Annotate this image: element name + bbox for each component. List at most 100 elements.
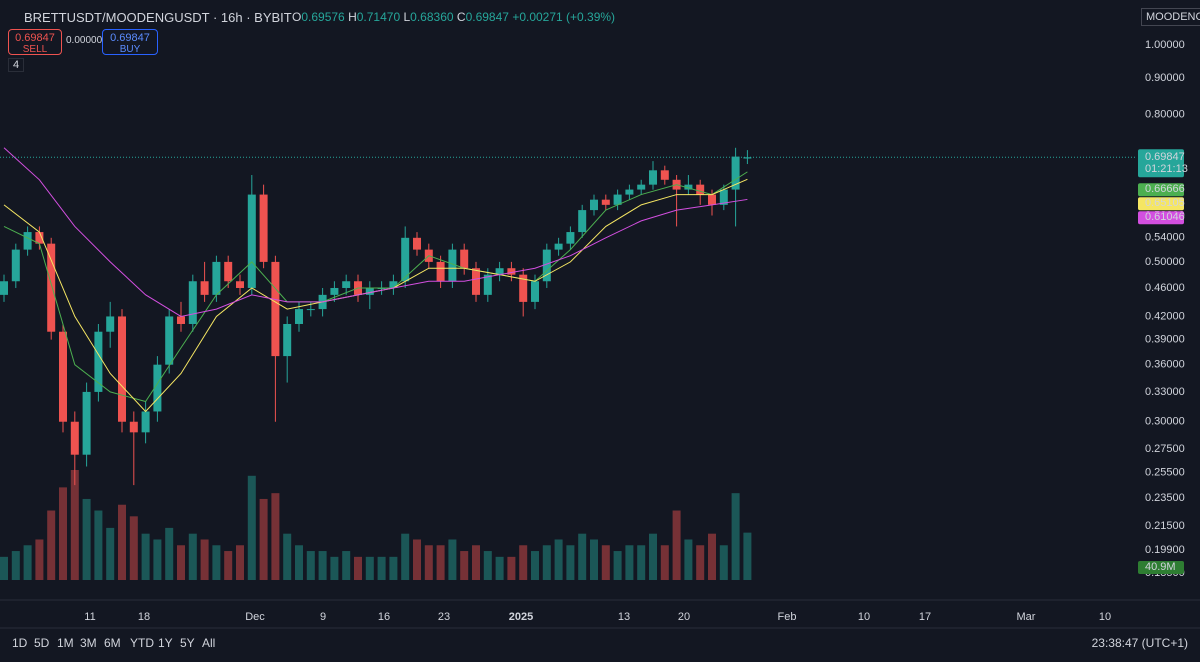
volume-bar	[23, 545, 32, 580]
volume-bar	[118, 504, 126, 580]
volume-bar	[377, 556, 386, 580]
volume-bar	[578, 533, 587, 580]
candle-body	[460, 249, 469, 269]
volume-bar	[59, 487, 67, 580]
volume-bar	[153, 539, 162, 580]
range-button[interactable]: YTD	[130, 636, 154, 650]
candle-body	[365, 287, 374, 295]
range-button[interactable]: 6M	[104, 636, 121, 650]
candle-body	[200, 281, 209, 295]
ma-tag-label: 0.65105	[1145, 197, 1185, 209]
y-tick-label: 0.21500	[1145, 520, 1185, 532]
label: H	[348, 10, 357, 24]
range-button[interactable]: All	[202, 636, 216, 650]
candle-body	[94, 331, 103, 392]
candle-body	[0, 281, 8, 295]
volume-bar	[188, 533, 197, 580]
volume-bar	[413, 539, 421, 580]
volume-bar	[177, 545, 185, 580]
candle-body	[283, 323, 292, 357]
volume-bar	[200, 539, 209, 580]
range-button[interactable]: 5D	[34, 636, 50, 650]
y-tick-label: 0.25500	[1145, 466, 1185, 478]
x-tick-label: 9	[320, 611, 326, 623]
volume-bar	[295, 545, 303, 580]
volume-bar	[637, 545, 646, 580]
candle-body	[660, 170, 669, 180]
volume-bar	[236, 545, 244, 580]
y-tick-label: 0.90000	[1145, 72, 1185, 84]
candle-body	[743, 157, 752, 159]
volume-bar	[531, 551, 539, 580]
candle-body	[719, 189, 728, 205]
x-tick-label: 23	[438, 611, 450, 623]
volume-bar	[519, 545, 528, 580]
range-button[interactable]: 1Y	[158, 636, 173, 650]
volume-bar	[82, 498, 91, 580]
candle-body	[637, 184, 646, 190]
candle-body	[566, 232, 575, 244]
volume-bar	[330, 556, 339, 580]
candle-body	[129, 421, 138, 433]
label: L	[403, 10, 411, 24]
range-button[interactable]: 1D	[12, 636, 28, 650]
candle-body	[35, 232, 44, 244]
candle-body	[82, 391, 91, 455]
clock: 23:38:47 (UTC+1)	[1091, 636, 1188, 650]
volume-bar	[271, 493, 280, 580]
range-button[interactable]: 3M	[80, 636, 97, 650]
volume-bar	[354, 556, 362, 580]
change: +0.00271 (+0.39%)	[512, 10, 616, 24]
volume-bar	[684, 539, 693, 580]
volume-bar	[495, 556, 504, 580]
volume-bar	[460, 551, 469, 580]
candle-body	[542, 249, 551, 282]
x-tick-label: 20	[678, 611, 690, 623]
ma-tag	[1138, 197, 1184, 211]
candle-body	[413, 237, 421, 250]
volume-bar	[306, 551, 315, 580]
price-axis-bg	[1135, 0, 1200, 600]
x-tick-label: 10	[1099, 611, 1111, 623]
range-button[interactable]: 1M	[57, 636, 74, 650]
volume-bar	[672, 510, 681, 580]
volume-bar	[660, 545, 669, 580]
y-tick-label: 0.39000	[1145, 334, 1185, 346]
candle-body	[47, 243, 56, 332]
x-tick-label: Mar	[1017, 611, 1036, 623]
volume-bar	[247, 475, 256, 580]
candle-body	[118, 316, 126, 422]
volume-bar	[259, 498, 268, 580]
volume-bar	[11, 551, 20, 580]
ma-tag	[1138, 211, 1184, 225]
candle-body	[448, 249, 457, 282]
candle-body	[153, 364, 162, 412]
candle-body	[531, 281, 539, 302]
volume-bar	[318, 551, 327, 580]
price: 0.69847	[15, 32, 55, 44]
volume-bar	[401, 533, 410, 580]
y-tick-label: 1.00000	[1145, 39, 1185, 51]
volume-bar	[743, 532, 752, 580]
candle-body	[165, 316, 174, 365]
spread: 0.00000	[66, 35, 103, 46]
candle-body	[684, 184, 693, 190]
y-tick-label: 0.50000	[1145, 256, 1185, 268]
currency-button[interactable]: MOODENG	[1141, 8, 1200, 26]
volume-bar	[283, 533, 292, 580]
range-button[interactable]: 5Y	[180, 636, 195, 650]
y-tick-label: 0.54000	[1145, 232, 1185, 244]
ma-tag	[1138, 183, 1184, 197]
buy-button[interactable]: 0.69847 BUY	[102, 29, 158, 55]
candle-body	[649, 170, 657, 185]
indicators-toggle[interactable]: 4	[8, 58, 25, 72]
candle-body	[177, 316, 185, 324]
candle-body	[342, 281, 351, 288]
moving-average	[3, 178, 748, 413]
volume-bar	[365, 556, 374, 580]
candle-body	[70, 421, 79, 455]
candle-body	[578, 210, 587, 233]
volume-tag-label: 40.9M	[1145, 561, 1176, 573]
sell-button[interactable]: 0.69847 SELL	[8, 29, 62, 55]
